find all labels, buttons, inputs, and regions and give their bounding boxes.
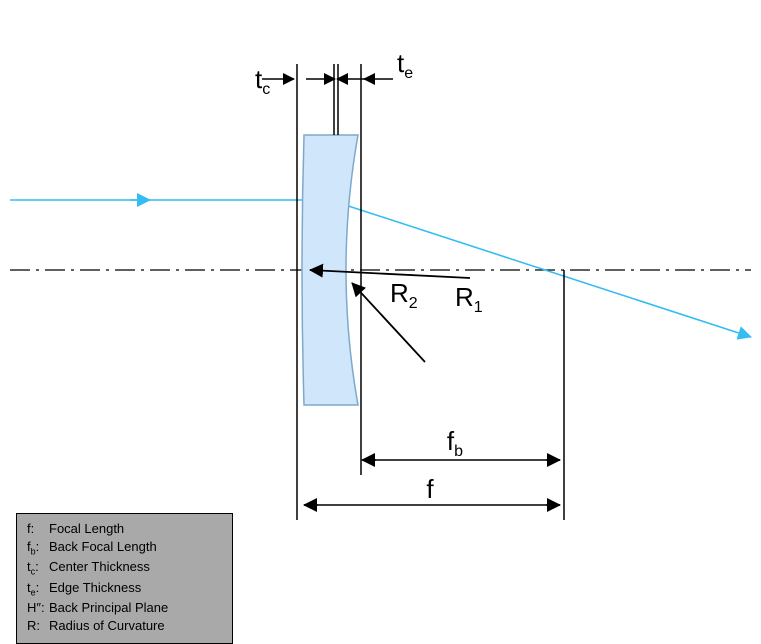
legend-text: Back Focal Length [49,538,157,558]
legend-symbol: R: [27,617,49,635]
fb-label: fb [447,426,463,460]
f-label: f [426,474,434,504]
legend-box: f:Focal Lengthfb:Back Focal Lengthtc:Cen… [16,513,233,644]
legend-symbol: H″: [27,599,49,617]
legend-row: R:Radius of Curvature [27,617,222,635]
legend-text: Back Principal Plane [49,599,168,617]
legend-row: te:Edge Thickness [27,579,222,599]
legend-text: Center Thickness [49,558,150,578]
legend-symbol: te: [27,579,49,599]
ray-out [330,200,751,337]
r1-label: R1 [455,282,483,316]
te-label: te [397,48,413,82]
legend-row: fb:Back Focal Length [27,538,222,558]
legend-symbol: tc: [27,558,49,578]
legend-symbol: fb: [27,538,49,558]
legend-text: Focal Length [49,520,124,538]
r2-label: R2 [390,278,418,312]
legend-row: tc:Center Thickness [27,558,222,578]
legend-text: Radius of Curvature [49,617,165,635]
legend-symbol: f: [27,520,49,538]
legend-row: H″:Back Principal Plane [27,599,222,617]
tc-label: tc [255,64,270,98]
legend-text: Edge Thickness [49,579,141,599]
legend-row: f:Focal Length [27,520,222,538]
